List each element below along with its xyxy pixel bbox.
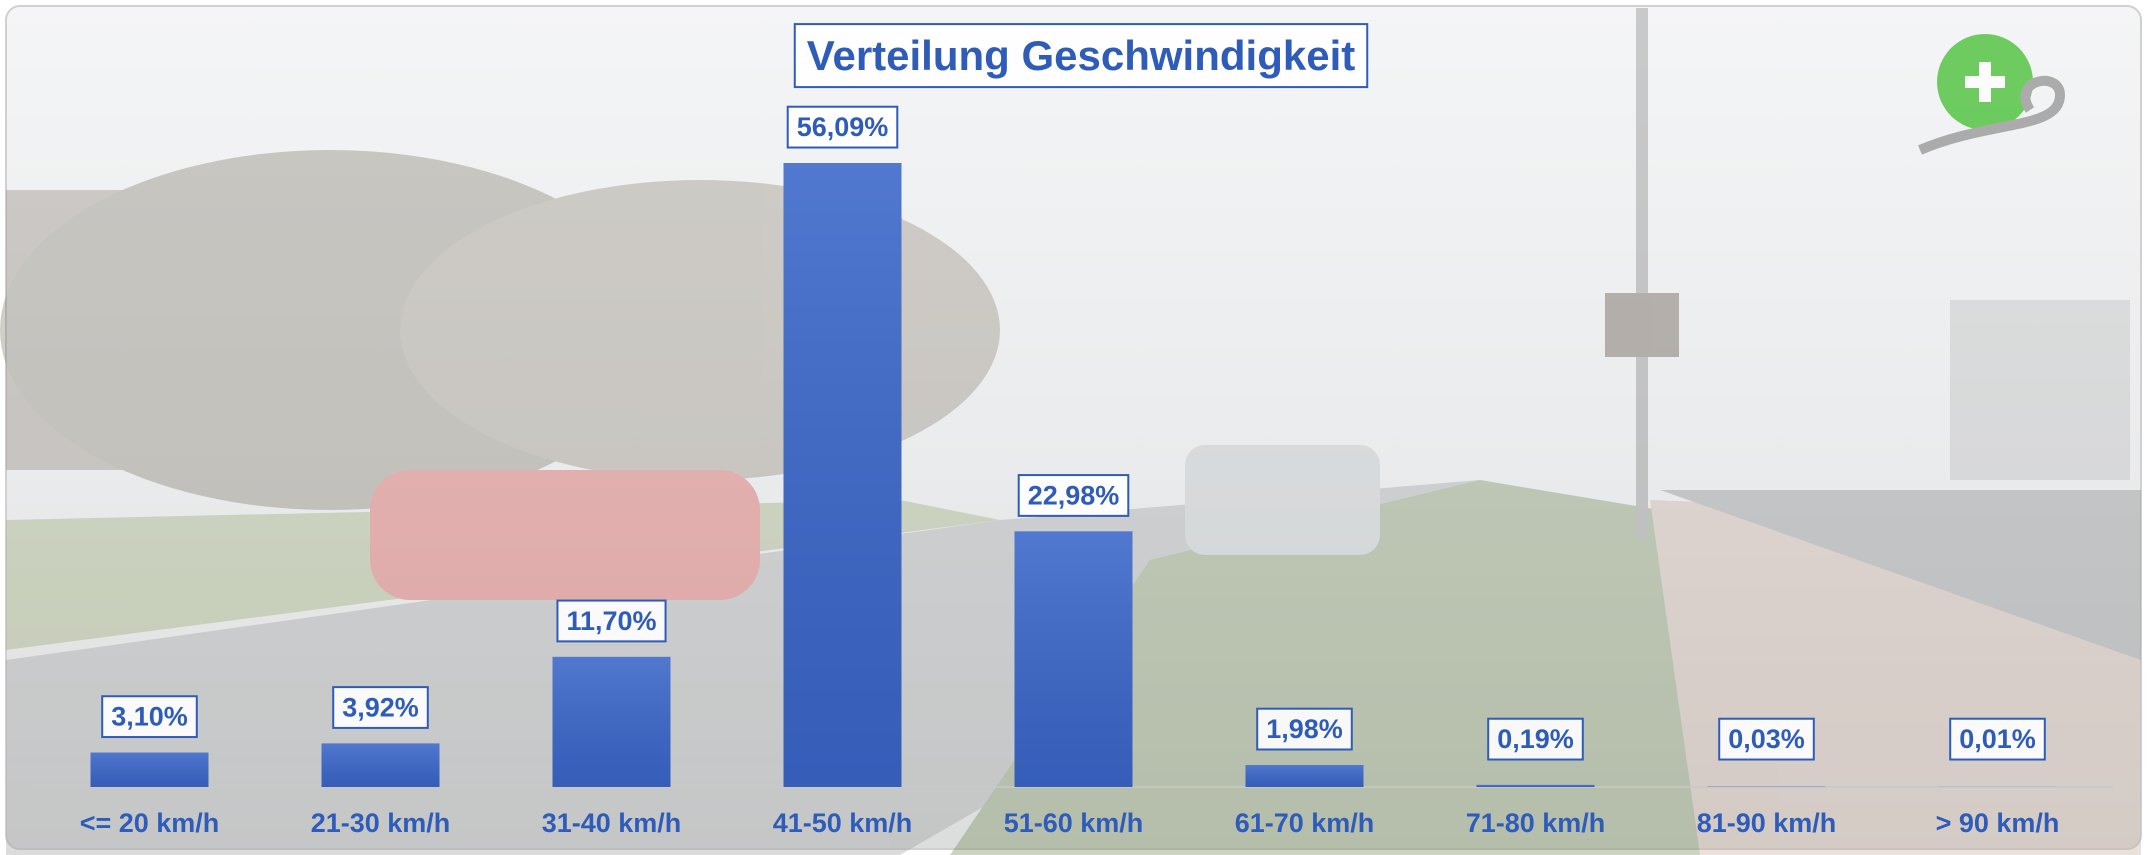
x-tick-label: 21-30 km/h: [311, 808, 451, 838]
value-label: 3,92%: [342, 693, 419, 723]
value-label: 56,09%: [797, 112, 889, 142]
x-tick-label: 61-70 km/h: [1235, 808, 1375, 838]
bar-shade: [553, 657, 671, 787]
value-label: 0,03%: [1728, 724, 1805, 754]
value-label: 22,98%: [1028, 480, 1120, 510]
chart: Verteilung Geschwindigkeit 3,10% <= 20 km…: [0, 0, 2147, 855]
bar-shade: [1246, 765, 1364, 787]
bar-shade: [322, 743, 440, 787]
x-tick-label: 51-60 km/h: [1004, 808, 1144, 838]
bar-shade: [91, 753, 209, 787]
value-label: 0,19%: [1497, 724, 1574, 754]
x-tick-label: > 90 km/h: [1936, 808, 2060, 838]
x-tick-label: 31-40 km/h: [542, 808, 682, 838]
bar-shade: [1477, 785, 1595, 787]
value-label: 11,70%: [566, 606, 656, 636]
value-label: 0,01%: [1959, 724, 2036, 754]
x-tick-label: 81-90 km/h: [1697, 808, 1837, 838]
value-label: 3,10%: [111, 702, 188, 732]
bar-shade: [784, 163, 902, 787]
bar-shade: [1015, 531, 1133, 787]
chart-title: Verteilung Geschwindigkeit: [807, 32, 1355, 79]
value-label: 1,98%: [1266, 714, 1343, 744]
x-tick-label: <= 20 km/h: [80, 808, 220, 838]
x-tick-label: 71-80 km/h: [1466, 808, 1606, 838]
x-tick-label: 41-50 km/h: [773, 808, 913, 838]
page: {"chart_data": {"type": "bar", "title": …: [0, 0, 2147, 855]
